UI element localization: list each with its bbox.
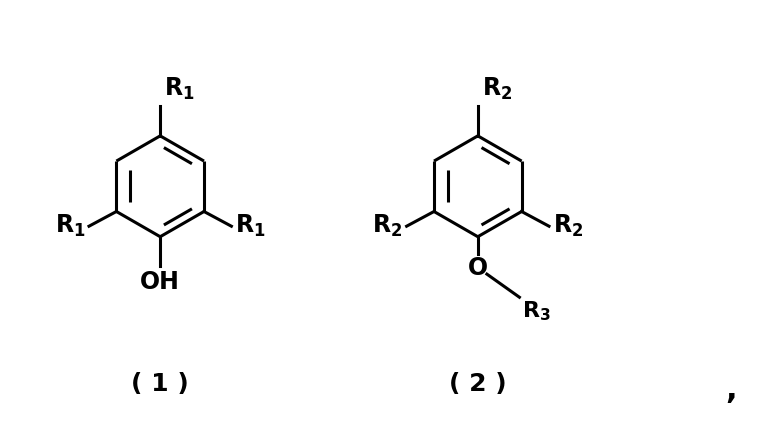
Text: $\mathbf{R_1}$: $\mathbf{R_1}$ <box>164 76 194 102</box>
Text: OH: OH <box>140 270 180 294</box>
Text: $\mathbf{R_1}$: $\mathbf{R_1}$ <box>55 213 85 239</box>
Text: $\mathbf{R_2}$: $\mathbf{R_2}$ <box>373 213 403 239</box>
Text: ,: , <box>726 376 737 405</box>
Text: ( 2 ): ( 2 ) <box>449 372 506 396</box>
Text: O: O <box>468 256 488 280</box>
Text: ( 1 ): ( 1 ) <box>131 372 189 396</box>
Text: $\mathbf{R_3}$: $\mathbf{R_3}$ <box>521 299 550 323</box>
Text: $\mathbf{R_2}$: $\mathbf{R_2}$ <box>482 76 512 102</box>
Text: $\mathbf{R_2}$: $\mathbf{R_2}$ <box>553 213 583 239</box>
Text: $\mathbf{R_1}$: $\mathbf{R_1}$ <box>235 213 266 239</box>
